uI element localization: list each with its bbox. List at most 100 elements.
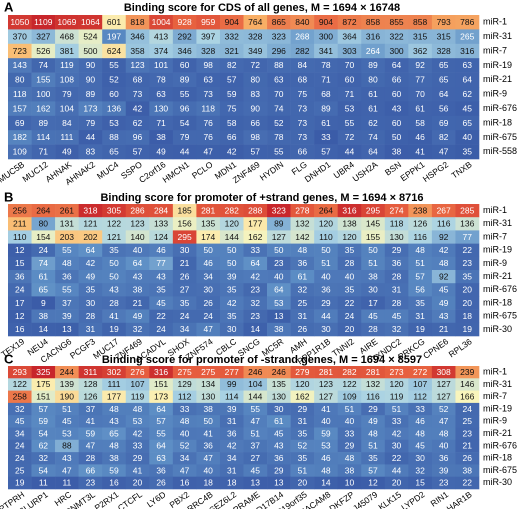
heat-cell bbox=[290, 230, 315, 244]
column-label: LY6D bbox=[145, 489, 168, 509]
heat-cell bbox=[172, 322, 197, 337]
heat-cell bbox=[243, 415, 268, 428]
cell-value: 61 bbox=[321, 118, 331, 128]
cell-value: 22 bbox=[462, 245, 472, 255]
heat-cell bbox=[125, 29, 150, 45]
cell-value: 277 bbox=[225, 367, 239, 377]
cell-value: 90 bbox=[251, 103, 261, 113]
cell-value: 109 bbox=[13, 147, 27, 157]
cell-value: 24 bbox=[345, 311, 355, 321]
cell-value: 45 bbox=[462, 103, 472, 113]
cell-value: 61 bbox=[368, 89, 378, 99]
heat-cell bbox=[78, 29, 103, 45]
cell-value: 90 bbox=[86, 75, 96, 85]
heat-cell bbox=[384, 256, 409, 271]
cell-value: 96 bbox=[180, 103, 190, 113]
heat-cell bbox=[78, 144, 103, 160]
row-label: miR-19 bbox=[483, 403, 512, 413]
cell-value: 40 bbox=[345, 271, 355, 281]
cell-value: 57 bbox=[415, 271, 425, 281]
heat-cell bbox=[455, 243, 480, 258]
cell-value: 112 bbox=[413, 392, 427, 402]
panel-letter: A bbox=[4, 0, 14, 14]
cell-value: 98 bbox=[203, 60, 213, 70]
heat-cell bbox=[431, 427, 456, 441]
heat-cell bbox=[431, 322, 456, 337]
cell-value: 38 bbox=[203, 404, 213, 414]
heat-cell bbox=[55, 390, 79, 404]
heat-cell bbox=[337, 378, 362, 391]
cell-value: 53 bbox=[274, 298, 284, 308]
cell-value: 59 bbox=[109, 465, 119, 475]
heat-cell bbox=[431, 283, 456, 297]
cell-value: 282 bbox=[225, 205, 239, 215]
heat-cell bbox=[196, 415, 221, 428]
panel: A Binding score for CDS of all genes, M =… bbox=[0, 0, 517, 187]
heat-cell bbox=[337, 256, 362, 271]
cell-value: 48 bbox=[415, 245, 425, 255]
heat-cell bbox=[102, 43, 127, 59]
cell-value: 36 bbox=[203, 441, 213, 451]
heat-cell bbox=[361, 402, 386, 416]
heat-cell bbox=[290, 283, 315, 297]
heat-cell bbox=[219, 270, 244, 284]
cell-value: 60 bbox=[345, 75, 355, 85]
heat-cell bbox=[408, 296, 433, 310]
row-label: miR-21 bbox=[483, 428, 512, 438]
heat-cell bbox=[361, 476, 386, 490]
cell-value: 135 bbox=[201, 219, 215, 229]
cell-value: 119 bbox=[60, 60, 74, 70]
panel-letter: C bbox=[4, 351, 14, 366]
cell-value: 346 bbox=[130, 31, 144, 41]
cell-value: 58 bbox=[415, 118, 425, 128]
cell-value: 865 bbox=[272, 17, 286, 27]
heat-cell bbox=[290, 58, 315, 73]
heat-cell bbox=[408, 390, 433, 404]
heat-cell bbox=[384, 390, 409, 404]
cell-value: 273 bbox=[389, 367, 403, 377]
cell-value: 62 bbox=[39, 441, 49, 451]
heat-cell bbox=[196, 130, 221, 145]
heat-cell bbox=[196, 217, 221, 231]
cell-value: 73 bbox=[203, 89, 213, 99]
cell-value: 68 bbox=[133, 75, 143, 85]
cell-value: 25 bbox=[15, 465, 25, 475]
cell-value: 904 bbox=[319, 17, 333, 27]
heat-cell bbox=[219, 43, 244, 59]
cell-value: 73 bbox=[298, 118, 308, 128]
heat-cell bbox=[102, 243, 127, 258]
heat-cell bbox=[243, 58, 268, 73]
column-label: TNXB bbox=[449, 159, 474, 180]
heat-cell bbox=[243, 378, 268, 391]
heat-cell bbox=[361, 378, 386, 391]
row-label: miR-21 bbox=[483, 74, 512, 84]
cell-value: 88 bbox=[274, 60, 284, 70]
row-label: miR-18 bbox=[483, 297, 512, 307]
heat-cell bbox=[337, 43, 362, 59]
heat-cell bbox=[290, 439, 315, 453]
cell-value: 60 bbox=[180, 60, 190, 70]
cell-value: 70 bbox=[274, 89, 284, 99]
heat-cell bbox=[219, 309, 244, 324]
heat-cell bbox=[219, 217, 244, 231]
cell-value: 162 bbox=[248, 232, 262, 242]
cell-value: 28 bbox=[86, 311, 96, 321]
cell-value: 22 bbox=[156, 311, 166, 321]
heat-cell bbox=[243, 72, 268, 88]
heat-cell bbox=[31, 452, 56, 465]
column-label: HAR1B bbox=[445, 489, 474, 509]
cell-value: 332 bbox=[225, 31, 239, 41]
cell-value: 46 bbox=[321, 453, 331, 463]
heat-cell bbox=[102, 87, 127, 102]
heat-cell bbox=[314, 464, 338, 477]
heat-cell bbox=[290, 15, 315, 30]
cell-value: 98 bbox=[251, 132, 261, 142]
cell-value: 36 bbox=[156, 465, 166, 475]
cell-value: 36 bbox=[321, 285, 331, 295]
heat-cell bbox=[290, 101, 315, 117]
cell-value: 34 bbox=[203, 271, 213, 281]
heat-cell bbox=[31, 58, 56, 73]
cell-value: 40 bbox=[274, 271, 284, 281]
heat-cell bbox=[243, 243, 268, 258]
